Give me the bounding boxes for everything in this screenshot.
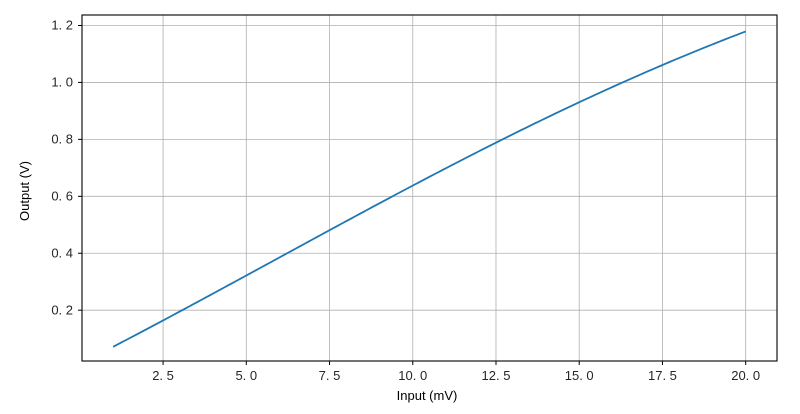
svg-text:Output (V): Output (V) — [17, 161, 32, 221]
svg-text:2. 5: 2. 5 — [152, 368, 174, 383]
svg-text:Input (mV): Input (mV) — [397, 388, 458, 403]
svg-text:0. 2: 0. 2 — [51, 303, 73, 318]
svg-text:20. 0: 20. 0 — [731, 368, 760, 383]
svg-text:15. 0: 15. 0 — [565, 368, 594, 383]
svg-text:0. 8: 0. 8 — [51, 132, 73, 147]
svg-text:5. 0: 5. 0 — [235, 368, 257, 383]
svg-text:7. 5: 7. 5 — [319, 368, 341, 383]
svg-text:17. 5: 17. 5 — [648, 368, 677, 383]
svg-text:1. 0: 1. 0 — [51, 75, 73, 90]
svg-text:0. 6: 0. 6 — [51, 189, 73, 204]
svg-text:12. 5: 12. 5 — [482, 368, 511, 383]
svg-text:1. 2: 1. 2 — [51, 18, 73, 33]
svg-text:0. 4: 0. 4 — [51, 246, 73, 261]
svg-text:10. 0: 10. 0 — [398, 368, 427, 383]
